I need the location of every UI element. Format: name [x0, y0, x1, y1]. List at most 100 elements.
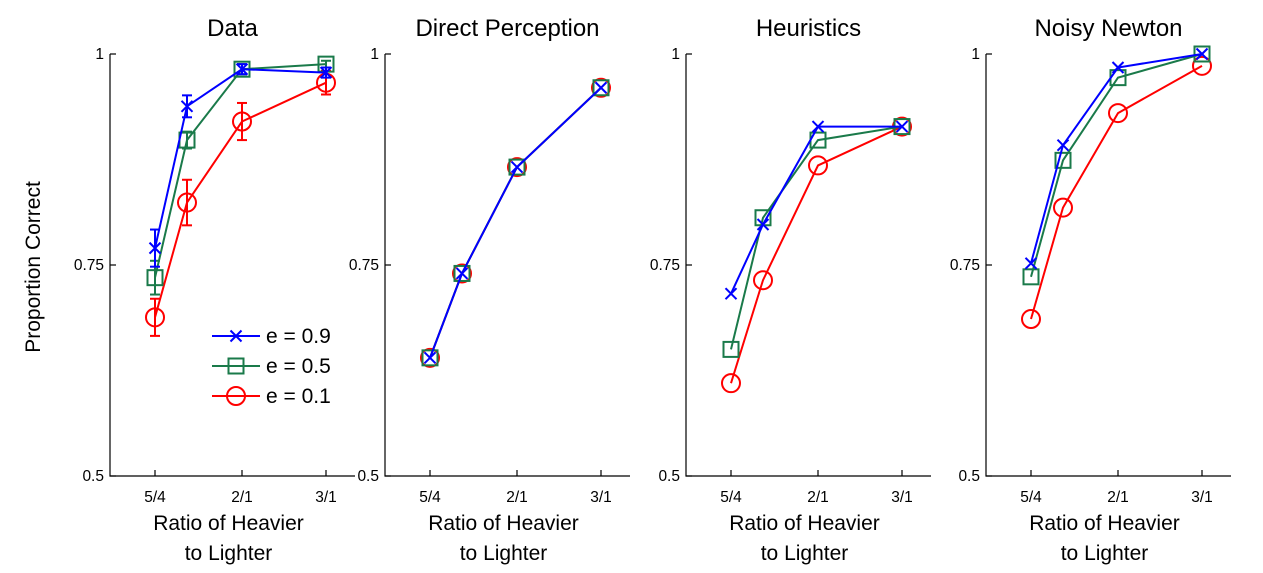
- y-tick-label: 0.5: [82, 468, 104, 485]
- data-point: [508, 158, 526, 176]
- x-axis-label: Ratio of Heavier: [428, 512, 579, 535]
- data-point: [180, 100, 194, 113]
- data-point: [1193, 45, 1211, 63]
- data-point: [235, 62, 249, 76]
- series-x: [423, 81, 608, 365]
- data-point: [1192, 55, 1212, 76]
- data-point: [507, 157, 527, 178]
- series-x: [1024, 47, 1209, 270]
- series-line: [1030, 64, 1203, 320]
- x-tick-label: 5/4: [1020, 489, 1042, 506]
- y-tick-label: 0.5: [658, 468, 680, 485]
- x-axis-label: to Lighter: [1061, 542, 1149, 565]
- data-point: [455, 267, 469, 280]
- data-point: [592, 79, 610, 97]
- y-tick-label: 1: [971, 46, 980, 63]
- data-point: [1056, 138, 1070, 152]
- panel-1: Data 0.5 0.75 1 5/4 2/1 3/1 Ratio of Heavier to …: [74, 15, 355, 565]
- data-point: [232, 111, 252, 132]
- y-tick-label: 0.5: [357, 468, 379, 485]
- y-tick-label: 1: [671, 46, 680, 63]
- x-tick-label: 3/1: [315, 489, 337, 506]
- data-point: [1053, 197, 1073, 218]
- data-point: [753, 270, 773, 291]
- series-x: [148, 62, 333, 268]
- data-point: [1054, 151, 1072, 169]
- legend-label: e = 0.9: [266, 325, 331, 348]
- series-line: [730, 125, 903, 350]
- x-tick-label: 3/1: [1191, 489, 1213, 506]
- data-point: [1108, 103, 1128, 124]
- legend-marker: [226, 386, 246, 406]
- series-square: [722, 118, 911, 358]
- panel-2: Direct Perception 0.5 0.75 1 5/4 2/1 3/1 Ratio …: [349, 15, 630, 565]
- axes-frame: [109, 54, 355, 477]
- panel-3: Heuristics 0.5 0.75 1 5/4 2/1 3/1 Ratio of Heav…: [650, 15, 931, 565]
- x-axis-label: to Lighter: [185, 542, 273, 565]
- x-tick-label: 5/4: [720, 489, 742, 506]
- legend-marker: [229, 329, 243, 343]
- series-line: [429, 87, 602, 359]
- series-line: [1030, 53, 1203, 278]
- series-line: [154, 81, 327, 318]
- series-line: [154, 63, 327, 278]
- legend-entry: e = 0.1: [212, 385, 331, 408]
- legend-marker: [227, 357, 245, 375]
- x-axis-label: to Lighter: [761, 542, 849, 565]
- series-line: [429, 87, 602, 359]
- legend-entry: e = 0.5: [212, 355, 331, 378]
- data-point: [421, 349, 439, 367]
- series-square: [1022, 45, 1211, 286]
- data-point: [1195, 47, 1209, 61]
- legend-label: e = 0.5: [266, 355, 331, 378]
- data-point: [420, 347, 440, 368]
- data-point: [423, 351, 437, 365]
- y-tick-label: 1: [370, 46, 379, 63]
- legend-entry: e = 0.9: [212, 325, 331, 348]
- data-point: [148, 241, 162, 255]
- series-x: [724, 120, 909, 300]
- x-tick-label: 2/1: [807, 489, 829, 506]
- data-point: [1021, 309, 1041, 330]
- data-point: [722, 340, 740, 358]
- data-point: [594, 81, 608, 94]
- axes-frame: [985, 54, 1231, 477]
- data-point: [1111, 61, 1125, 74]
- y-tick-label: 0.75: [650, 257, 680, 274]
- panel-title: Direct Perception: [415, 15, 599, 42]
- legend: e = 0.9 e = 0.5 e = 0.1: [212, 325, 331, 408]
- data-point: [1022, 268, 1040, 286]
- data-point: [808, 155, 828, 176]
- data-point: [724, 287, 738, 300]
- series-line: [154, 68, 327, 249]
- x-tick-label: 5/4: [419, 489, 441, 506]
- panel-title: Noisy Newton: [1034, 15, 1182, 42]
- y-tick-label: 0.75: [74, 257, 104, 274]
- series-circle: [420, 77, 611, 368]
- series-square: [421, 79, 610, 367]
- data-point: [756, 218, 770, 231]
- y-tick-label: 0.75: [950, 257, 980, 274]
- data-point: [453, 264, 471, 282]
- x-tick-label: 2/1: [506, 489, 528, 506]
- series-line: [730, 125, 902, 295]
- x-axis-label: Ratio of Heavier: [1029, 512, 1180, 535]
- data-point: [1024, 257, 1038, 270]
- legend-label: e = 0.1: [266, 385, 331, 408]
- series-circle: [145, 69, 336, 337]
- data-point: [319, 66, 333, 79]
- data-point: [510, 160, 524, 174]
- panel-4: Noisy Newton 0.5 0.75 1 5/4 2/1 3/1 Ratio of He…: [950, 15, 1231, 565]
- data-point: [452, 263, 472, 284]
- y-axis-label: Proportion Correct: [22, 181, 45, 353]
- x-axis-label: Ratio of Heavier: [153, 512, 304, 535]
- x-tick-label: 2/1: [231, 489, 253, 506]
- data-point: [146, 269, 164, 287]
- x-tick-label: 5/4: [144, 489, 166, 506]
- series-line: [1030, 53, 1203, 264]
- data-point: [721, 373, 741, 394]
- data-point: [895, 120, 909, 133]
- data-point: [811, 120, 825, 133]
- panel-title: Data: [207, 15, 258, 42]
